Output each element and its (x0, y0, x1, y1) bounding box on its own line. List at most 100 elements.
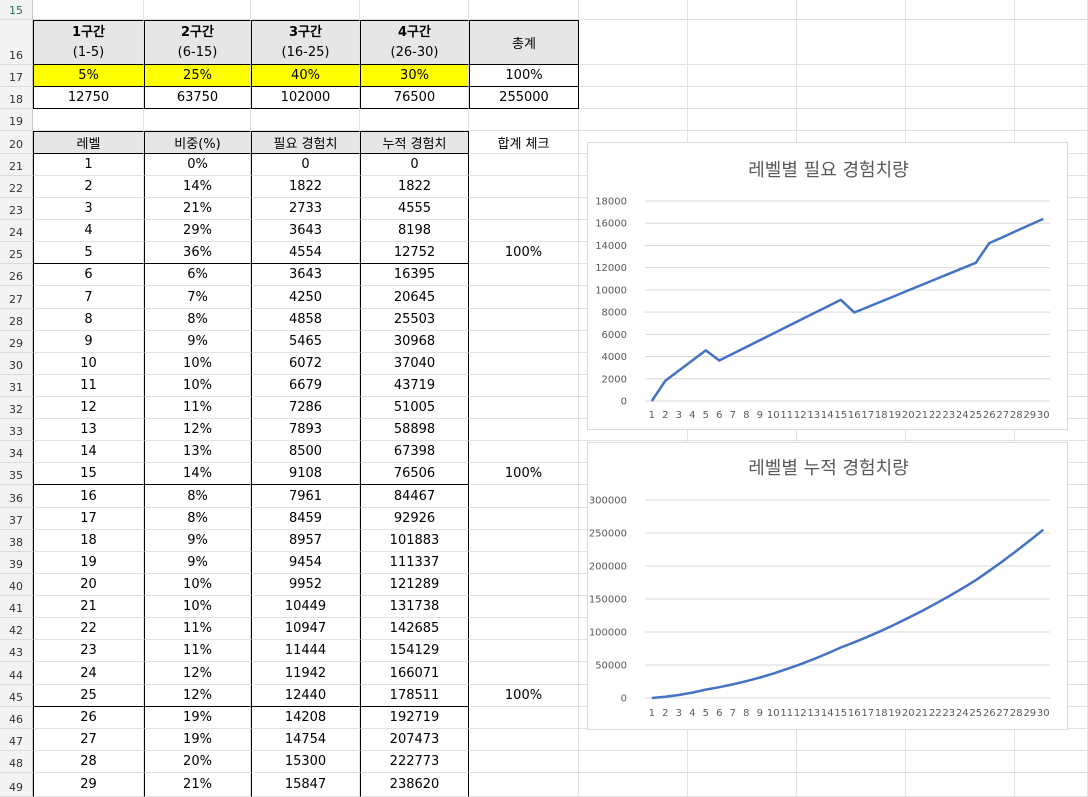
section-total-header[interactable]: 총계 (469, 20, 579, 65)
weight-cell[interactable]: 14% (144, 176, 251, 198)
required-exp-cell[interactable]: 14754 (251, 729, 360, 751)
weight-cell[interactable]: 8% (144, 309, 251, 331)
required-exp-cell[interactable]: 8459 (251, 508, 360, 530)
row-header[interactable]: 42 (0, 618, 33, 640)
grid-cell[interactable] (469, 220, 579, 242)
row-header[interactable]: 36 (0, 485, 33, 508)
cumulative-exp-cell[interactable]: 1822 (360, 176, 469, 198)
weight-cell[interactable]: 11% (144, 397, 251, 419)
section-header-cell[interactable]: 1구간 (1-5) (33, 20, 144, 65)
required-exp-cell[interactable]: 9454 (251, 552, 360, 574)
grid-cell[interactable] (906, 729, 1015, 751)
grid-cell[interactable] (469, 574, 579, 596)
cumulative-exp-cell[interactable]: 20645 (360, 286, 469, 309)
grid-cell[interactable] (1015, 729, 1088, 751)
grid-cell[interactable] (797, 87, 906, 109)
row-header[interactable]: 29 (0, 331, 33, 353)
cumulative-exp-cell[interactable]: 207473 (360, 729, 469, 751)
grid-cell[interactable] (1015, 20, 1088, 65)
weight-cell[interactable]: 6% (144, 264, 251, 286)
required-exp-cell[interactable]: 15847 (251, 773, 360, 797)
grid-cell[interactable] (797, 773, 906, 797)
level-cell[interactable]: 7 (33, 286, 144, 309)
grid-cell[interactable] (469, 264, 579, 286)
weight-cell[interactable]: 8% (144, 508, 251, 530)
row-header[interactable]: 43 (0, 640, 33, 662)
level-cell[interactable]: 23 (33, 640, 144, 662)
level-cell[interactable]: 29 (33, 773, 144, 797)
level-table-header[interactable]: 필요 경험치 (251, 131, 360, 154)
weight-cell[interactable]: 12% (144, 662, 251, 685)
cumulative-exp-cell[interactable]: 222773 (360, 751, 469, 773)
grid-cell[interactable] (579, 65, 688, 87)
grid-cell[interactable] (797, 109, 906, 131)
grid-cell[interactable] (797, 419, 906, 441)
grid-cell[interactable] (1015, 751, 1088, 773)
cumulative-exp-cell[interactable]: 84467 (360, 485, 469, 508)
level-cell[interactable]: 26 (33, 707, 144, 729)
level-cell[interactable]: 11 (33, 375, 144, 397)
required-exp-cell[interactable]: 10449 (251, 596, 360, 618)
level-cell[interactable]: 6 (33, 264, 144, 286)
section-amount-cell[interactable]: 12750 (33, 87, 144, 109)
row-header[interactable]: 24 (0, 220, 33, 242)
required-exp-cell[interactable]: 7961 (251, 485, 360, 508)
cumulative-exp-cell[interactable]: 58898 (360, 419, 469, 441)
level-cell[interactable]: 19 (33, 552, 144, 574)
required-exp-chart[interactable]: 레벨별 필요 경험치량 0 2000 4000 6000 8000 10000 12000 14… (587, 142, 1068, 430)
level-cell[interactable]: 14 (33, 441, 144, 463)
grid-cell[interactable] (469, 198, 579, 220)
level-table-header[interactable]: 누적 경험치 (360, 131, 469, 154)
grid-cell[interactable] (469, 109, 579, 131)
level-cell[interactable]: 2 (33, 176, 144, 198)
weight-cell[interactable]: 10% (144, 574, 251, 596)
level-cell[interactable]: 13 (33, 419, 144, 441)
required-exp-cell[interactable]: 10947 (251, 618, 360, 640)
cumulative-exp-cell[interactable]: 131738 (360, 596, 469, 618)
weight-cell[interactable]: 9% (144, 530, 251, 552)
sum-check-cell[interactable]: 100% (469, 463, 579, 485)
level-cell[interactable]: 24 (33, 662, 144, 685)
row-header[interactable]: 23 (0, 198, 33, 220)
row-header[interactable]: 17 (0, 65, 33, 87)
required-exp-cell[interactable]: 4858 (251, 309, 360, 331)
required-exp-cell[interactable]: 1822 (251, 176, 360, 198)
grid-cell[interactable] (469, 176, 579, 198)
required-exp-cell[interactable]: 3643 (251, 264, 360, 286)
grid-cell[interactable] (688, 773, 797, 797)
required-exp-cell[interactable]: 8957 (251, 530, 360, 552)
row-header[interactable]: 25 (0, 242, 33, 264)
weight-cell[interactable]: 9% (144, 552, 251, 574)
required-exp-cell[interactable]: 15300 (251, 751, 360, 773)
level-cell[interactable]: 10 (33, 353, 144, 375)
grid-cell[interactable] (688, 729, 797, 751)
grid-cell[interactable] (251, 0, 360, 20)
grid-cell[interactable] (469, 662, 579, 685)
required-exp-cell[interactable]: 7893 (251, 419, 360, 441)
row-header[interactable]: 21 (0, 154, 33, 176)
level-cell[interactable]: 25 (33, 685, 144, 707)
cumulative-exp-cell[interactable]: 178511 (360, 685, 469, 707)
grid-cell[interactable] (906, 0, 1015, 20)
required-exp-cell[interactable]: 6679 (251, 375, 360, 397)
required-exp-cell[interactable]: 14208 (251, 707, 360, 729)
cumulative-exp-cell[interactable]: 192719 (360, 707, 469, 729)
row-header[interactable]: 39 (0, 552, 33, 574)
grid-cell[interactable] (797, 65, 906, 87)
section-amount-cell[interactable]: 63750 (144, 87, 251, 109)
grid-cell[interactable] (360, 0, 469, 20)
grid-cell[interactable] (688, 0, 797, 20)
level-cell[interactable]: 22 (33, 618, 144, 640)
grid-cell[interactable] (360, 109, 469, 131)
required-exp-cell[interactable]: 6072 (251, 353, 360, 375)
grid-cell[interactable] (251, 109, 360, 131)
cumulative-exp-cell[interactable]: 121289 (360, 574, 469, 596)
row-header[interactable]: 38 (0, 530, 33, 552)
cumulative-exp-cell[interactable]: 142685 (360, 618, 469, 640)
section-percent-cell[interactable]: 5% (33, 65, 144, 87)
grid-cell[interactable] (1015, 87, 1088, 109)
cumulative-exp-cell[interactable]: 67398 (360, 441, 469, 463)
grid-cell[interactable] (469, 751, 579, 773)
cumulative-exp-chart[interactable]: 레벨별 누적 경험치량 0 50000 100000 150000 200000 25000… (587, 442, 1068, 730)
required-exp-cell[interactable]: 0 (251, 154, 360, 176)
